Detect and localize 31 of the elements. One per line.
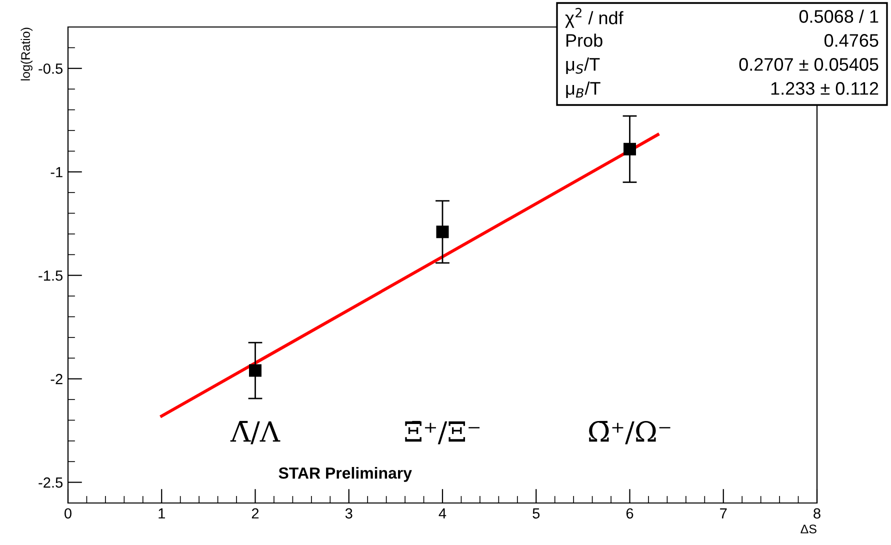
x-tick-label: 4 bbox=[438, 508, 446, 518]
annotation: STAR Preliminary bbox=[278, 466, 412, 482]
y-tick-label: -0.5 bbox=[38, 63, 63, 74]
x-tick-label: 3 bbox=[345, 508, 352, 519]
annotation: Ξ̄⁺/Ξ⁻ bbox=[405, 420, 480, 444]
point bbox=[249, 364, 262, 377]
point bbox=[624, 142, 636, 156]
y-tick-label: -2 bbox=[50, 374, 62, 384]
annotation: Prob bbox=[566, 34, 602, 47]
annotation: μ$_{S}$/T bbox=[566, 57, 600, 74]
x-tick-label: 8 bbox=[814, 508, 820, 519]
y-tick-label: -2.5 bbox=[38, 477, 63, 488]
annotation: 1.233 ± 0.112 bbox=[771, 82, 878, 95]
x-tick-label: 5 bbox=[532, 508, 540, 519]
x-tick-label: 6 bbox=[626, 508, 634, 519]
y-axis-title: log(Ratio) bbox=[20, 28, 32, 80]
x-axis-title: ΔS bbox=[800, 524, 816, 534]
x-tick-label: 1 bbox=[158, 508, 165, 518]
point bbox=[436, 226, 449, 238]
annotation: 0.2707 ± 0.05405 bbox=[739, 58, 878, 71]
text: 0.5068 / 1 bbox=[799, 10, 878, 23]
y-tick-label: -1 bbox=[50, 167, 62, 178]
annotation: χ$^{2}$ / ndf bbox=[565, 8, 624, 28]
annotation: Ω̄⁺/Ω⁻ bbox=[589, 420, 670, 444]
annotation: Λ̄/Λ bbox=[230, 420, 280, 444]
x-tick-label: 0 bbox=[64, 508, 72, 519]
x-tick-label: 2 bbox=[252, 508, 259, 518]
text: 0.4765 bbox=[824, 34, 878, 47]
x-tick-label: 7 bbox=[720, 508, 727, 518]
y-tick-label: -1.5 bbox=[38, 270, 63, 281]
annotation: μ$_{B}$/T bbox=[566, 81, 600, 98]
